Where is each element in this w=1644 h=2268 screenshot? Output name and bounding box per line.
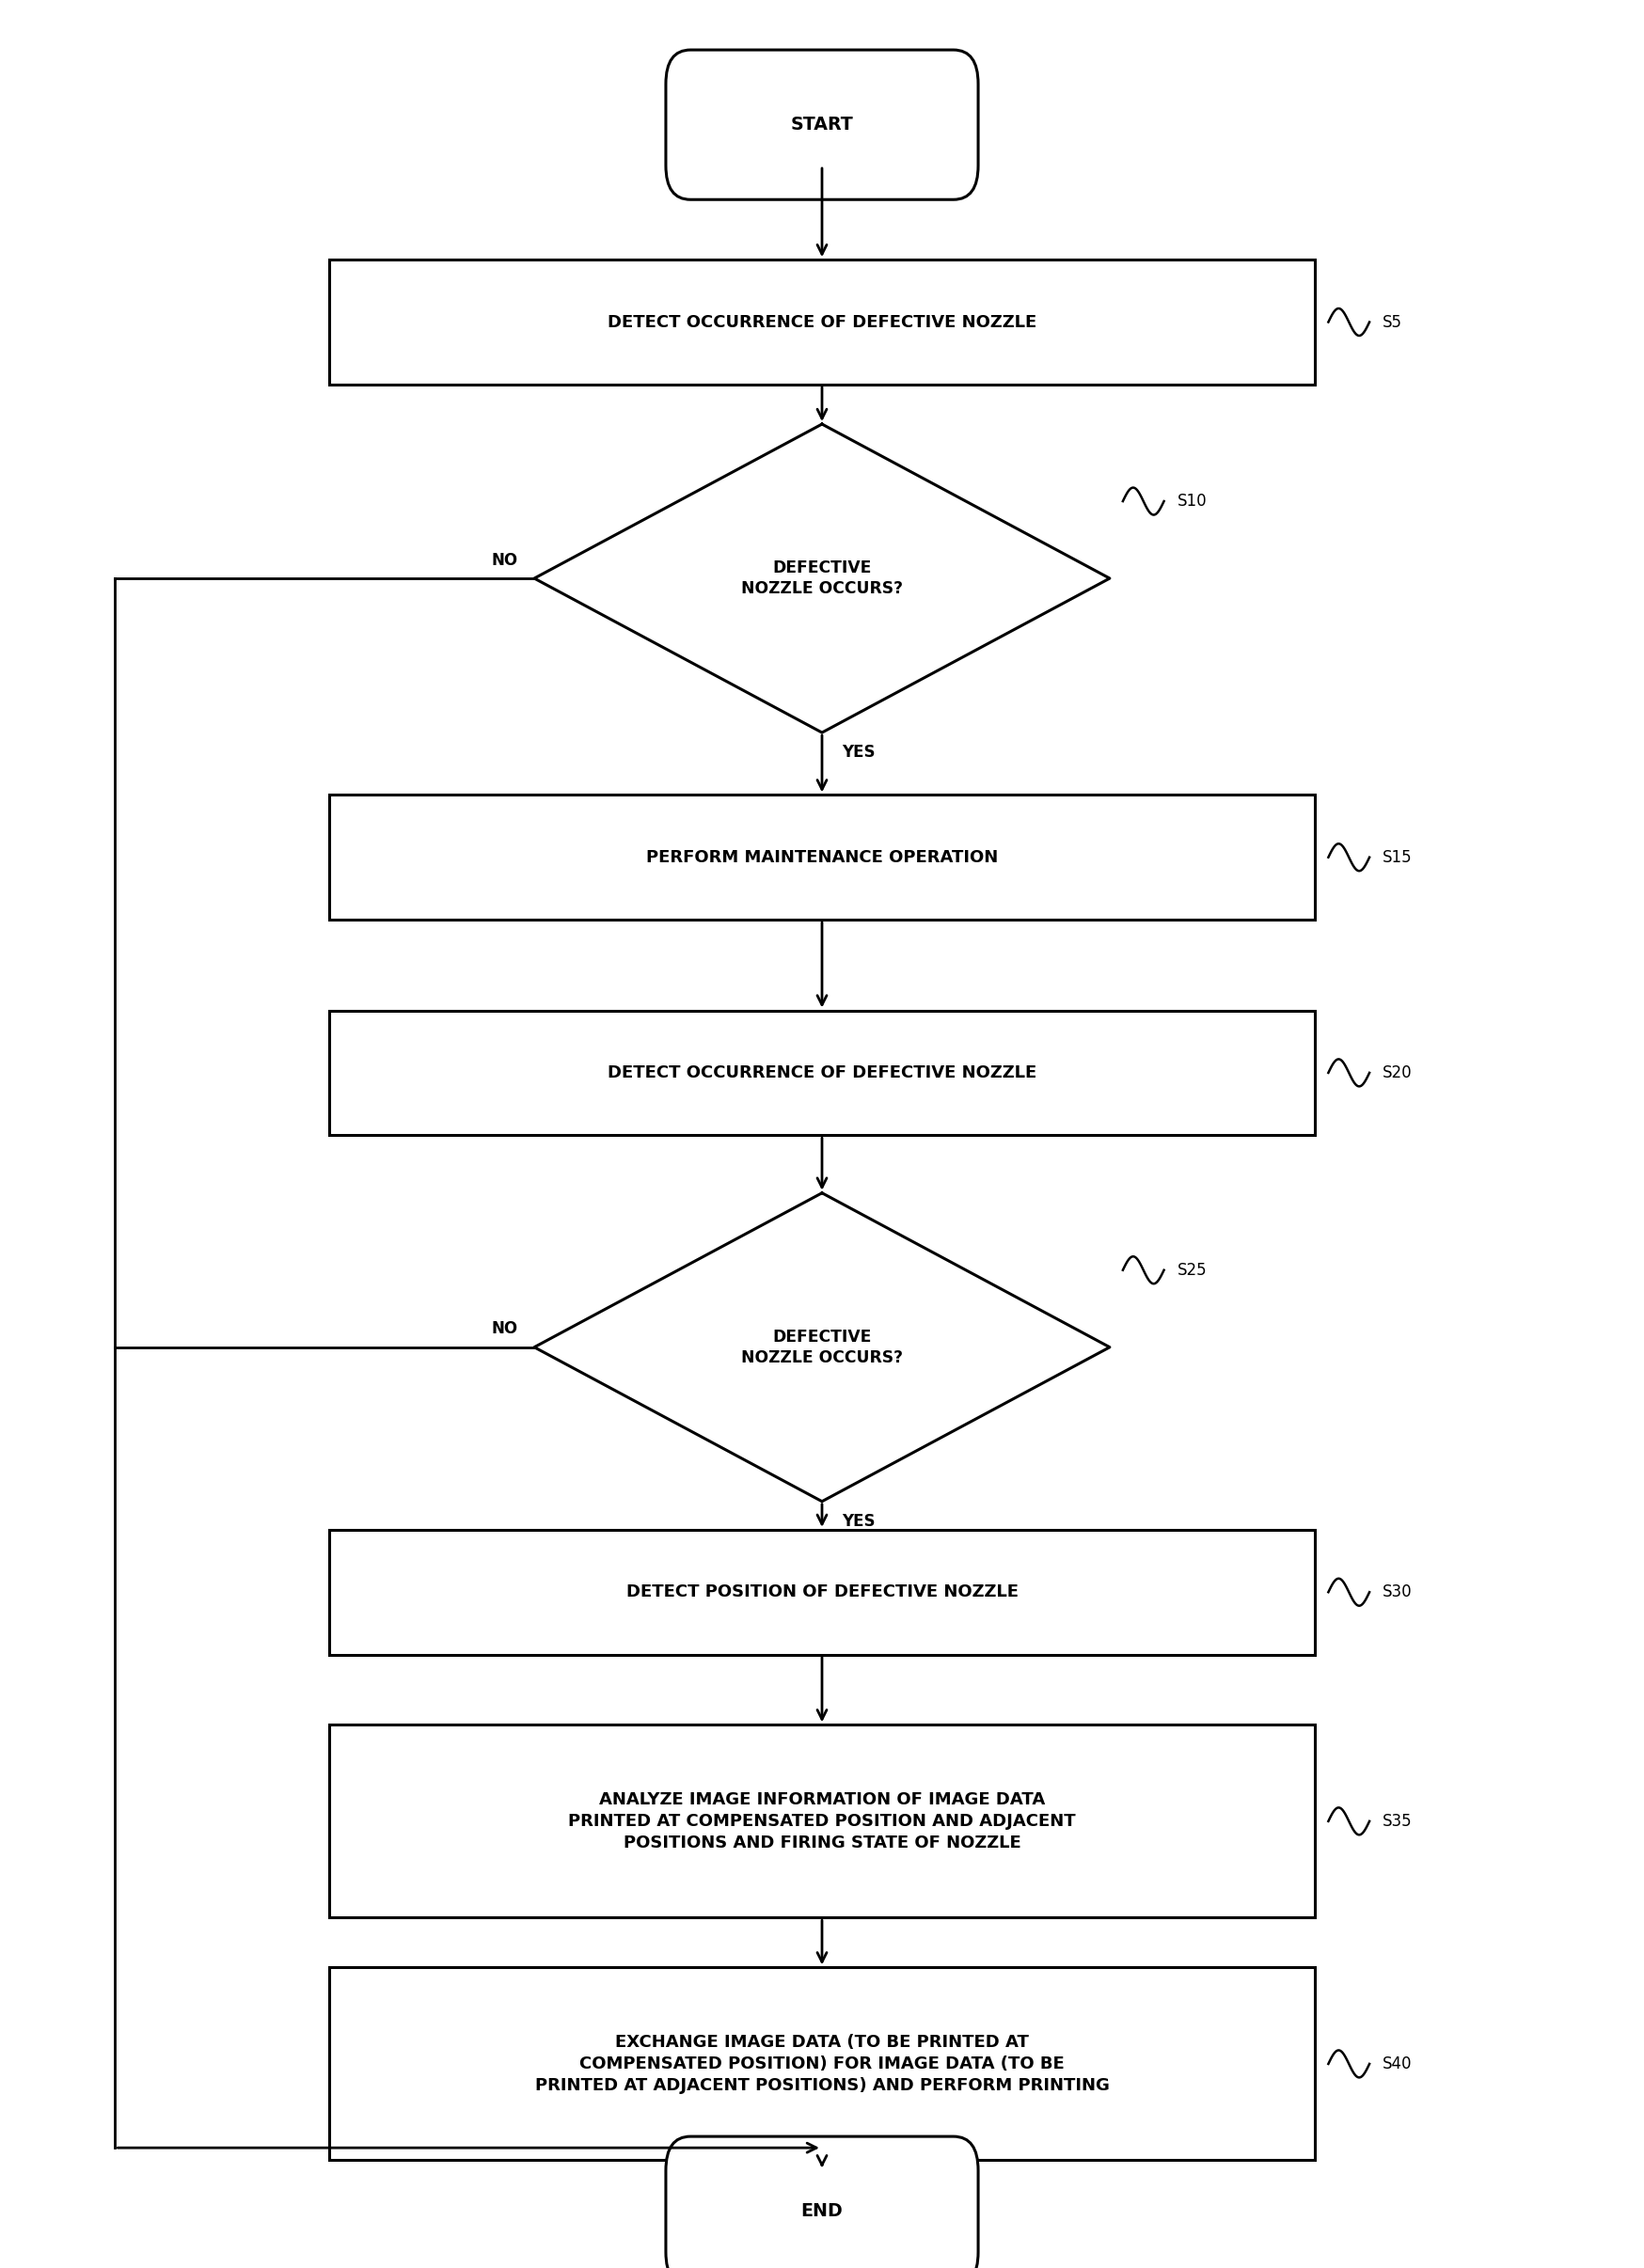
Text: NO: NO <box>492 551 518 569</box>
Text: YES: YES <box>842 1513 875 1529</box>
FancyBboxPatch shape <box>666 50 978 200</box>
Text: DEFECTIVE
NOZZLE OCCURS?: DEFECTIVE NOZZLE OCCURS? <box>741 560 903 596</box>
Bar <box>329 1966 1315 2159</box>
Bar <box>329 1531 1315 1656</box>
Text: YES: YES <box>842 744 875 760</box>
Polygon shape <box>534 424 1110 733</box>
Text: S30: S30 <box>1383 1583 1412 1601</box>
Text: S15: S15 <box>1383 848 1412 866</box>
Text: PERFORM MAINTENANCE OPERATION: PERFORM MAINTENANCE OPERATION <box>646 848 998 866</box>
Text: S25: S25 <box>1177 1261 1207 1279</box>
Text: S40: S40 <box>1383 2055 1412 2073</box>
Text: NO: NO <box>492 1320 518 1338</box>
Text: START: START <box>791 116 853 134</box>
Bar <box>329 794 1315 921</box>
Text: DETECT OCCURRENCE OF DEFECTIVE NOZZLE: DETECT OCCURRENCE OF DEFECTIVE NOZZLE <box>607 313 1037 331</box>
FancyBboxPatch shape <box>666 2136 978 2268</box>
Polygon shape <box>534 1193 1110 1501</box>
Bar <box>329 1009 1315 1134</box>
Text: DEFECTIVE
NOZZLE OCCURS?: DEFECTIVE NOZZLE OCCURS? <box>741 1329 903 1365</box>
Bar <box>329 1724 1315 1919</box>
Text: DETECT OCCURRENCE OF DEFECTIVE NOZZLE: DETECT OCCURRENCE OF DEFECTIVE NOZZLE <box>607 1064 1037 1082</box>
Text: ANALYZE IMAGE INFORMATION OF IMAGE DATA
PRINTED AT COMPENSATED POSITION AND ADJA: ANALYZE IMAGE INFORMATION OF IMAGE DATA … <box>569 1792 1075 1851</box>
Text: EXCHANGE IMAGE DATA (TO BE PRINTED AT
COMPENSATED POSITION) FOR IMAGE DATA (TO B: EXCHANGE IMAGE DATA (TO BE PRINTED AT CO… <box>534 2034 1110 2093</box>
Text: END: END <box>801 2202 843 2220</box>
Text: S35: S35 <box>1383 1812 1412 1830</box>
Text: S10: S10 <box>1177 492 1207 510</box>
Bar <box>329 259 1315 383</box>
Text: DETECT POSITION OF DEFECTIVE NOZZLE: DETECT POSITION OF DEFECTIVE NOZZLE <box>626 1583 1018 1601</box>
Text: S20: S20 <box>1383 1064 1412 1082</box>
Text: S5: S5 <box>1383 313 1402 331</box>
